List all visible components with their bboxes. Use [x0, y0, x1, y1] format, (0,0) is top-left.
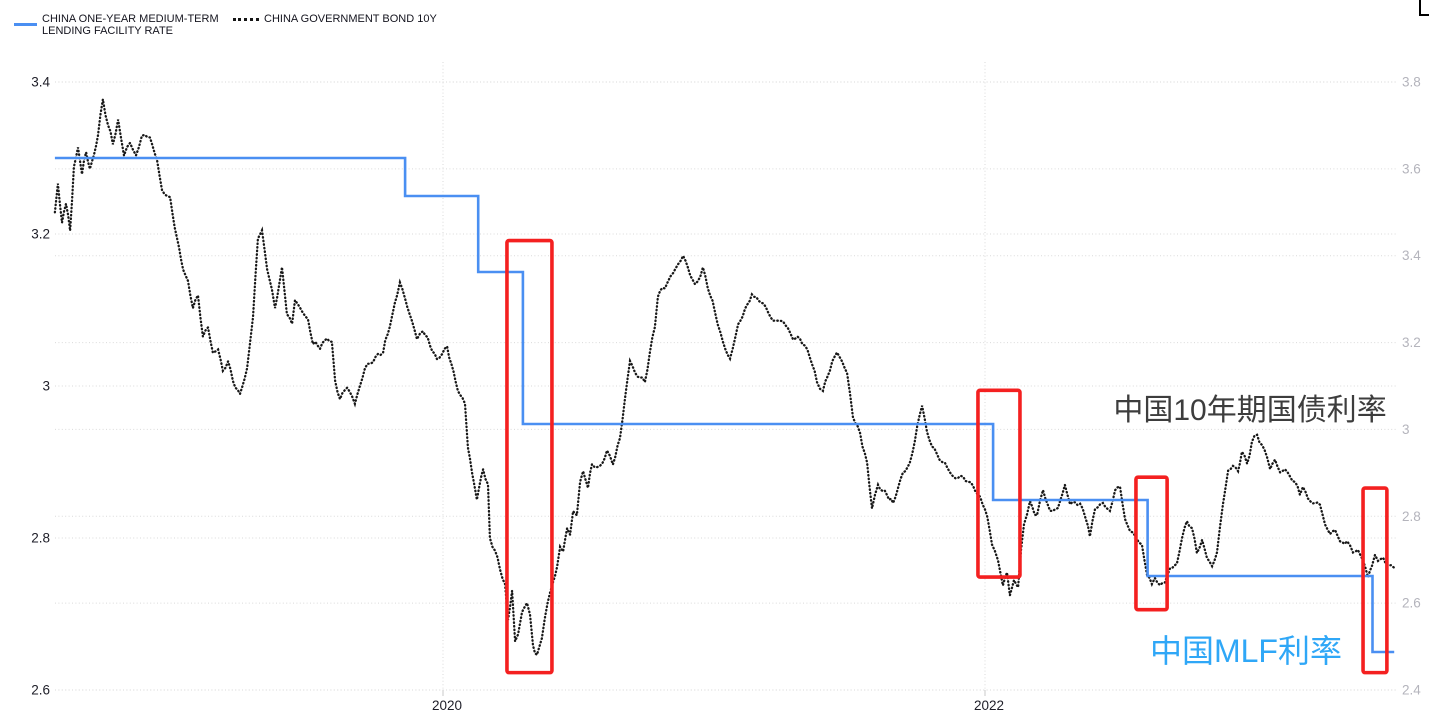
legend-item-mlf[interactable]: CHINA ONE-YEAR MEDIUM-TERM LENDING FACILI…: [14, 13, 219, 37]
right-axis-tick-label: 3.2: [1402, 335, 1421, 350]
x-axis-tick-label: 2022: [974, 698, 1004, 713]
right-axis-tick-label: 3.6: [1402, 161, 1421, 176]
legend-item-bond[interactable]: CHINA GOVERNMENT BOND 10Y: [233, 13, 437, 26]
dotted-line-icon: [233, 18, 259, 21]
legend-label-mlf: CHINA ONE-YEAR MEDIUM-TERM LENDING FACILI…: [42, 13, 219, 37]
window-corner-artifact: [1419, 0, 1429, 16]
right-axis-tick-label: 3: [1402, 422, 1410, 437]
right-axis-tick-label: 2.8: [1402, 509, 1421, 524]
bond-10y-series[interactable]: [53, 99, 1396, 657]
highlight-box: [505, 238, 554, 675]
left-axis-tick-label: 2.6: [31, 683, 50, 698]
left-axis-tick-label: 3.2: [31, 227, 50, 242]
mlf-line-icon: [14, 23, 37, 26]
x-axis-tick-label: 2020: [432, 698, 462, 713]
left-axis-tick-label: 3: [42, 379, 50, 394]
highlight-box: [1361, 486, 1389, 675]
legend-label-bond: CHINA GOVERNMENT BOND 10Y: [264, 13, 437, 25]
chart-legend: CHINA ONE-YEAR MEDIUM-TERM LENDING FACILI…: [0, 12, 600, 52]
mlf-rate-series[interactable]: [54, 156, 1395, 654]
mlf-annotation: 中国MLF利率: [1149, 633, 1342, 670]
right-axis-tick-label: 2.6: [1402, 596, 1421, 611]
left-axis-tick-label: 2.8: [31, 531, 50, 546]
highlight-box: [976, 388, 1022, 579]
left-axis-tick-label: 3.4: [31, 75, 50, 90]
right-axis-tick-label: 3.8: [1402, 75, 1421, 90]
right-axis-tick-label: 2.4: [1402, 683, 1421, 698]
right-axis-tick-label: 3.4: [1402, 248, 1421, 263]
bond-annotation: 中国10年期国债利率: [1113, 393, 1387, 427]
highlight-box: [1134, 475, 1169, 612]
